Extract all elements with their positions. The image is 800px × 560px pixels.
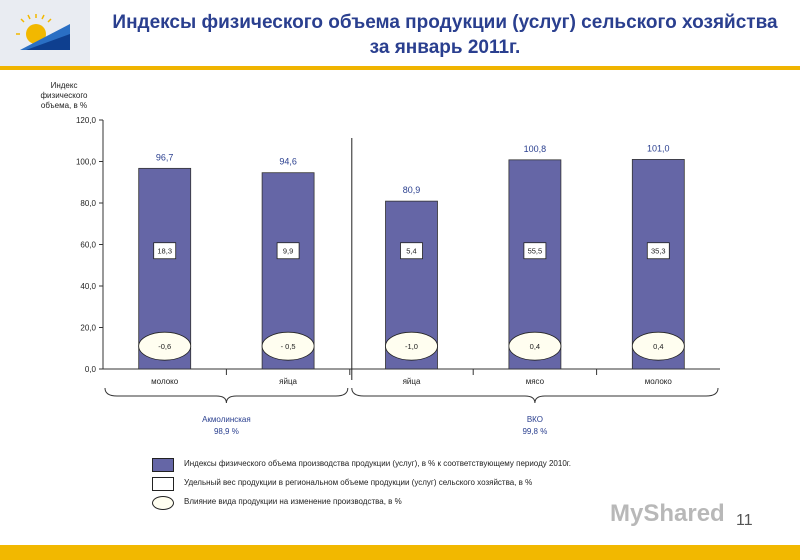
legend-item-index: Индексы физического объема производства … [150,456,710,475]
y-tick-label: 40,0 [80,282,96,291]
y-axis-label: объема, в % [41,101,87,110]
share-box [646,242,670,260]
share-label: 55,5 [528,247,543,256]
x-tick-label: мясо [526,377,545,386]
influence-label: 0,4 [653,342,663,351]
influence-ellipse [138,331,192,361]
bar-value-label: 94,6 [279,157,297,167]
y-tick-label: 60,0 [80,241,96,250]
y-tick-label: 20,0 [80,324,96,333]
influence-ellipse [508,331,562,361]
y-tick-label: 0,0 [85,365,97,374]
bar-value-label: 96,7 [156,152,174,162]
y-axis-label: физического [40,91,88,100]
share-box [400,242,423,260]
legend-label: Влияние вида продукции на изменение прои… [184,497,402,506]
share-label: 18,3 [157,247,172,256]
logo [0,0,90,66]
share-label: 9,9 [283,247,293,256]
legend-swatch-bar [152,458,174,472]
influence-ellipse [261,331,315,361]
group-brace [351,387,719,404]
header-divider [0,66,800,70]
footer-band [0,545,800,560]
x-tick-label: яйца [279,377,297,386]
legend-item-share: Удельный вес продукции в региональном об… [150,475,710,494]
group-name: ВКО [527,415,543,424]
share-box [276,242,300,260]
group-brace [104,387,349,404]
influence-label: -1,0 [405,342,418,351]
watermark: MyShared [610,500,725,527]
y-axis-label: Индекс [51,81,78,90]
share-box [153,242,177,260]
group-total: 99,8 % [522,427,547,436]
legend-swatch-box [152,477,174,491]
y-tick-label: 80,0 [80,199,96,208]
legend: Индексы физического объема производства … [150,456,710,513]
bar-value-label: 80,9 [403,185,421,195]
influence-label: - 0,5 [281,342,296,351]
legend-label: Удельный вес продукции в региональном об… [184,478,533,487]
page-number: 11 [736,512,753,529]
group-name: Акмолинская [202,415,251,424]
x-tick-label: молоко [151,377,179,386]
share-label: 5,4 [406,247,416,256]
bar-value-label: 100,8 [524,144,547,154]
legend-swatch-ellipse [152,496,174,510]
share-label: 35,3 [651,247,666,256]
x-tick-label: молоко [645,377,673,386]
legend-label: Индексы физического объема производства … [184,459,571,468]
header [0,0,800,66]
legend-item-influence: Влияние вида продукции на изменение прои… [150,494,710,513]
x-tick-label: яйца [403,377,421,386]
influence-label: 0,4 [530,342,540,351]
bar-value-label: 101,0 [647,143,670,153]
page-title: Индексы физического объема продукции (ус… [112,12,778,58]
group-total: 98,9 % [214,427,239,436]
influence-label: -0,6 [158,342,171,351]
influence-ellipse [631,331,685,361]
y-tick-label: 100,0 [76,158,97,167]
influence-ellipse [385,331,438,361]
share-box [523,242,547,260]
y-tick-label: 120,0 [76,116,97,125]
